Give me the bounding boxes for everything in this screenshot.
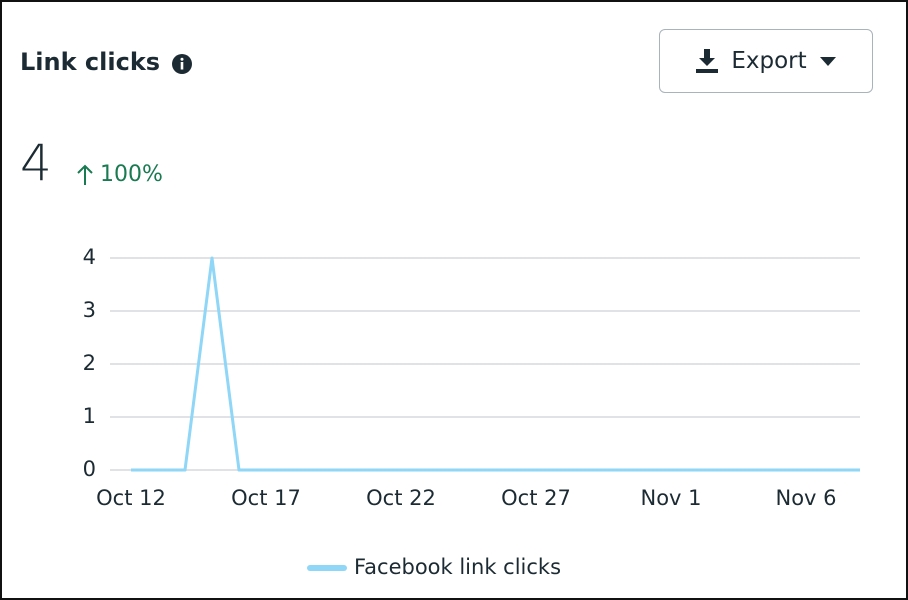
x-tick-label: Oct 17 (231, 486, 301, 510)
x-tick-label: Nov 1 (640, 486, 701, 510)
card-title: Link clicks (20, 48, 161, 76)
x-tick-label: Oct 27 (501, 486, 571, 510)
x-tick-label: Oct 12 (96, 486, 166, 510)
x-tick-label: Oct 22 (366, 486, 436, 510)
change-value: 100% (100, 162, 163, 187)
y-tick-label: 0 (83, 457, 96, 481)
export-label: Export (731, 48, 807, 74)
y-tick-label: 1 (83, 404, 96, 428)
series-line (131, 256, 860, 472)
export-button[interactable]: Export (659, 29, 873, 93)
info-icon[interactable] (172, 54, 192, 74)
y-tick-label: 3 (83, 298, 96, 322)
total-value: 4 (20, 134, 52, 192)
x-tick-label: Nov 6 (775, 486, 836, 510)
legend-label: Facebook link clicks (354, 555, 561, 579)
up-arrow (77, 164, 93, 185)
y-tick-label: 4 (83, 245, 96, 269)
change: 100% (76, 162, 163, 187)
dropdown-icon (819, 57, 836, 66)
y-tick-label: 2 (83, 351, 96, 375)
download-icon (696, 49, 719, 73)
